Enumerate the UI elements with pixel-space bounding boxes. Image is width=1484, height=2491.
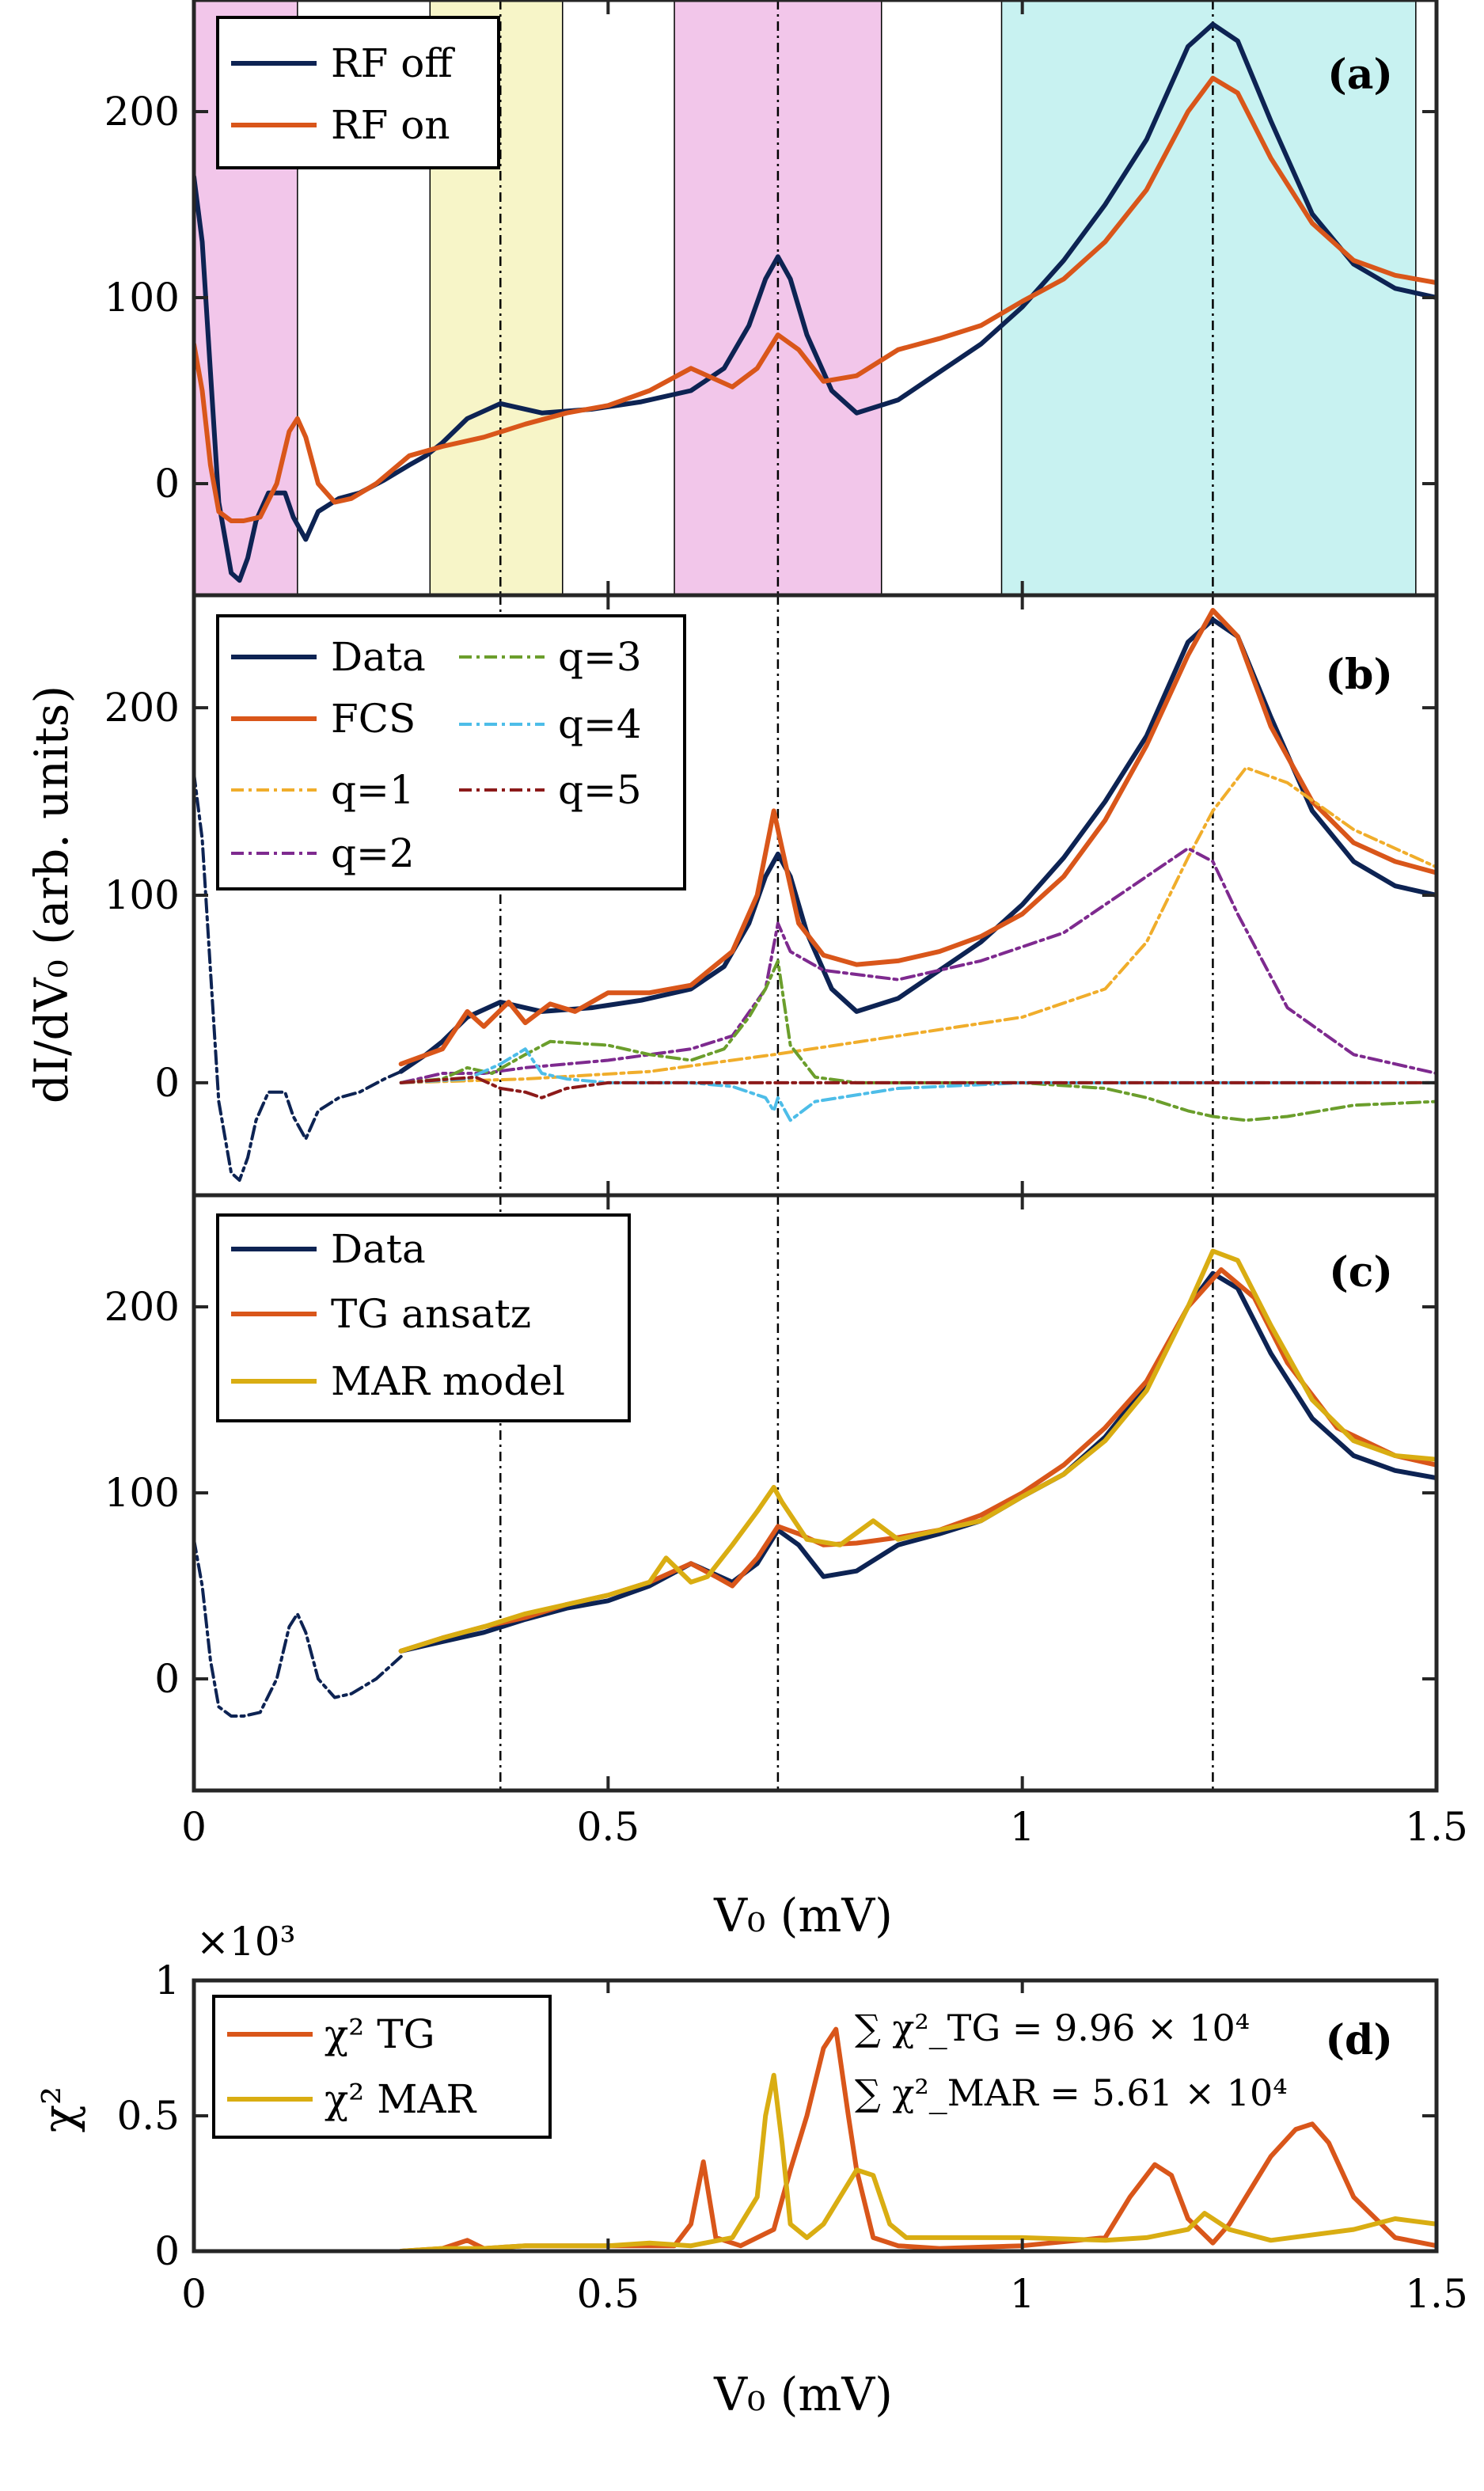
x-tick-label: 0: [181, 2271, 207, 2317]
legend-label-rf-off: RF off: [331, 40, 455, 86]
y-axis-label: dI/dV₀ (arb. units): [25, 685, 78, 1103]
x-tick-label: 1: [1010, 2271, 1035, 2317]
series-data: [398, 1270, 1437, 1654]
panel-label: (b): [1325, 651, 1393, 699]
legend-label-chi2-tg: χ² TG: [325, 2011, 435, 2057]
legend-box: [216, 16, 500, 169]
series-q-4: [399, 1047, 1437, 1122]
y-tick-label: 100: [104, 275, 180, 321]
series-group: [398, 2026, 1437, 2251]
legend-label-q2: q=2: [331, 830, 415, 876]
series-group: [194, 608, 1437, 1182]
y-ticks: 0 100 200: [104, 89, 1437, 507]
y-ticks: 0 100 200: [104, 1284, 1437, 1702]
x-ticks: 0 0.5 1 1.5: [181, 1980, 1468, 2317]
legend-label-q4: q=4: [558, 701, 642, 747]
y-tick-label: 1: [154, 1957, 180, 2003]
x-tick-label: 0: [181, 1804, 207, 1850]
panel-c: 0 100 200 (c) Data TG ansatz MAR model: [104, 1193, 1439, 1793]
y-ticks: 0 100 200: [104, 685, 1437, 1106]
panel-label: (c): [1329, 1248, 1393, 1297]
y-tick-label: 100: [104, 1470, 180, 1516]
panel-label: (a): [1327, 51, 1393, 99]
series-data-dashed-v0-0-25: [194, 1537, 403, 1718]
x-ticks: 0 0.5 1 1.5: [181, 0, 1468, 1850]
legend: Data FCS q=1 q=2 q=3 q=4 q=5: [216, 614, 686, 890]
series-group: [194, 1248, 1437, 1718]
series-rf-off: [194, 21, 1437, 583]
legend-label-data: Data: [331, 634, 426, 680]
y-tick-label: 200: [104, 685, 180, 731]
annotation-sum-mar: ∑ χ²_MAR = 5.61 × 10⁴: [855, 2071, 1288, 2114]
legend-label-q1: q=1: [331, 767, 415, 813]
x-tick-label: 1.5: [1405, 1804, 1468, 1850]
series-rf-on: [194, 75, 1437, 523]
x-tick-label: 0.5: [577, 1804, 640, 1850]
x-tick-label: 1.5: [1405, 2271, 1468, 2317]
legend-label-tg: TG ansatz: [331, 1291, 531, 1337]
y-ticks: 00.51: [116, 1957, 1437, 2274]
series-mar: [398, 2072, 1437, 2251]
y-tick-label: 200: [104, 89, 180, 135]
band-4: [1000, 0, 1417, 596]
legend: χ² TG χ² MAR: [212, 1995, 552, 2139]
panel-b: 0 100 200 (b) Data FCS q=1 q=2 q=3 q=4 q=5: [104, 593, 1439, 1198]
panel-d: 00.51 0 0.5 1 1.5 ×10³ χ² (d) ∑ χ²_TG = 9.9…: [32, 1919, 1468, 2317]
vlines: [499, 1195, 1214, 1790]
y-tick-label: 0.5: [116, 2093, 180, 2139]
legend-label-data: Data: [331, 1226, 426, 1272]
legend-label-chi2-mar: χ² MAR: [325, 2076, 477, 2122]
legend-label-q5: q=5: [558, 767, 642, 813]
series-group: [194, 21, 1437, 583]
legend-label-mar: MAR model: [331, 1358, 565, 1404]
x-tick-label: 1: [1010, 1804, 1035, 1850]
series-q-5: [399, 1075, 1437, 1099]
series-q-2: [399, 846, 1437, 1084]
y-tick-label: 0: [154, 1060, 180, 1106]
legend-box: [212, 1995, 552, 2139]
series-mar-model: [398, 1248, 1437, 1654]
y-tick-label: 0: [154, 1656, 180, 1702]
panel-a: 0 100 200 (a) RF off RF on: [104, 0, 1439, 598]
y-tick-label: 200: [104, 1284, 180, 1330]
legend: RF off RF on: [216, 16, 500, 169]
legend-label-rf-on: RF on: [331, 102, 450, 148]
y-tick-label: 0: [154, 2228, 180, 2274]
x-axis-label: V₀ (mV): [713, 1889, 893, 1942]
y-exponent: ×10³: [196, 1919, 296, 1965]
legend-label-fcs: FCS: [331, 696, 416, 742]
y-tick-label: 0: [154, 461, 180, 507]
series-tg: [398, 2026, 1437, 2251]
x-axis-label-d: V₀ (mV): [713, 2368, 893, 2421]
series-q-1: [399, 765, 1437, 1084]
vlines: [499, 0, 1214, 595]
x-tick-label: 0.5: [577, 2271, 640, 2317]
y-tick-label: 100: [104, 872, 180, 918]
legend-label-q3: q=3: [558, 634, 642, 680]
series-data-dashed-v0-0-25: [194, 772, 403, 1182]
annotation-sum-tg: ∑ χ²_TG = 9.96 × 10⁴: [855, 2007, 1250, 2049]
legend: Data TG ansatz MAR model: [216, 1213, 631, 1422]
legend-box: [216, 614, 686, 890]
chi2-axis-label: χ²: [32, 2087, 86, 2132]
series-fcs: [398, 608, 1437, 1067]
panel-label: (d): [1325, 2016, 1393, 2064]
